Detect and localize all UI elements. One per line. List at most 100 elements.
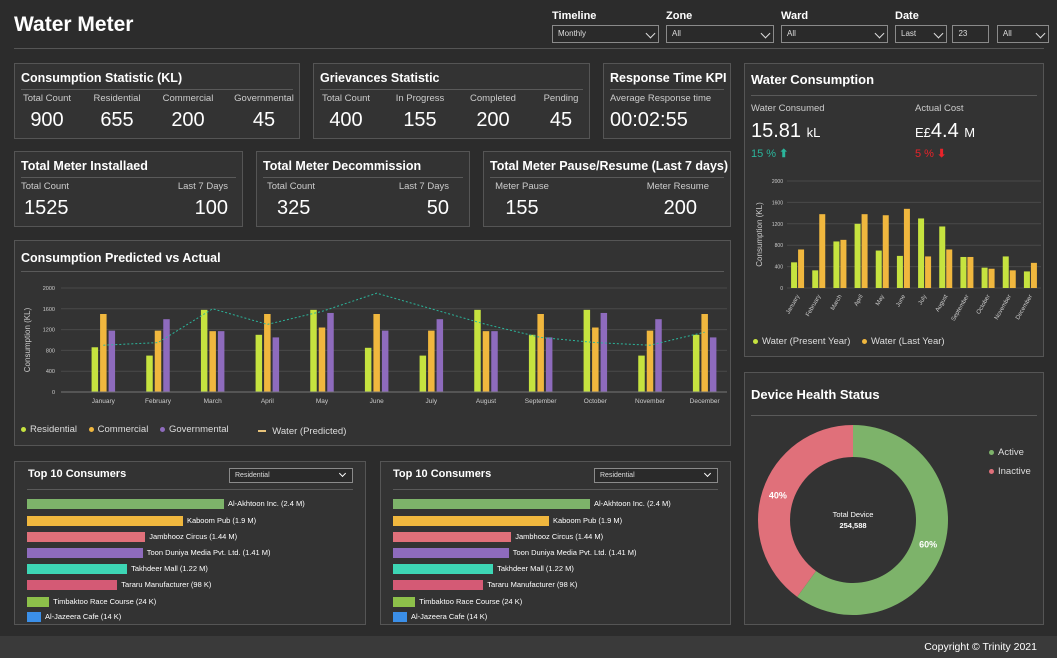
bar-present-year[interactable] [960,256,967,288]
bar-last-year[interactable] [819,214,826,288]
bar-residential[interactable] [583,309,591,392]
bar-commercial[interactable] [209,331,216,392]
bar-commercial[interactable] [373,314,380,392]
date-unit-value: All [1002,29,1012,38]
bar-governmental[interactable] [327,312,334,392]
bar-present-year[interactable] [939,226,946,288]
bar-last-year[interactable] [798,249,805,288]
card-divider [490,177,724,178]
zone-select[interactable]: All [666,25,774,43]
bar-governmental[interactable] [436,319,444,392]
meter-pause-card: Total Meter Pause/Resume (Last 7 days) M… [483,151,731,227]
bar-commercial[interactable] [646,330,654,392]
consumer-bar [393,597,416,607]
bar-governmental[interactable] [217,331,225,392]
bar-residential[interactable] [200,309,208,392]
slice-active[interactable] [797,425,948,615]
bar-governmental[interactable] [108,330,116,392]
actual-cost-change: 5 % ⬇ [915,147,946,160]
bar-residential[interactable] [146,355,153,392]
bar-residential[interactable] [419,355,427,392]
x-tick-label: January [785,294,801,315]
bar-commercial[interactable] [264,314,271,392]
ward-select[interactable]: All [781,25,888,43]
bar-present-year[interactable] [812,270,819,288]
bar-residential[interactable] [638,355,645,392]
bar-present-year[interactable] [1023,271,1030,288]
water-consumption-card: Water Consumption Water Consumed 15.81 k… [744,63,1044,357]
bar-last-year[interactable] [946,249,953,288]
stat-value: 200 [171,109,205,131]
date-count-input[interactable]: 23 [952,25,990,43]
bar-residential[interactable] [364,347,372,392]
bar-commercial[interactable] [592,327,599,392]
bar-last-year[interactable] [1009,270,1016,288]
bar-commercial[interactable] [482,331,490,392]
bar-residential[interactable] [692,334,700,392]
slice-label: 40% [769,491,787,501]
bar-commercial[interactable] [100,314,107,392]
bar-commercial[interactable] [701,314,708,392]
bar-present-year[interactable] [1002,256,1009,288]
y-tick-label: 400 [46,369,55,375]
date-unit-select[interactable]: All [996,25,1049,43]
bar-residential[interactable] [528,334,536,392]
date-period-select[interactable]: Last [895,25,947,43]
consumer-bar [393,499,590,509]
consumer-bar [27,580,118,590]
bar-governmental[interactable] [545,337,553,392]
predicted-vs-actual-card: Consumption Predicted vs Actual 0 400 800 1… [14,240,731,446]
slice-inactive[interactable] [758,425,853,597]
bar-present-year[interactable] [981,267,988,288]
zone-filter: Zone All [666,10,774,43]
y-tick-label: 2000 [43,286,55,292]
bar-governmental[interactable] [163,319,170,392]
bar-present-year[interactable] [833,241,840,288]
bar-commercial[interactable] [537,314,544,392]
bar-present-year[interactable] [854,223,861,288]
stat-value: 655 [100,109,134,131]
bar-governmental[interactable] [381,330,389,392]
bar-residential[interactable] [310,309,317,392]
legend-label: Commercial [97,424,149,435]
consumer-type-select[interactable]: Residential [594,468,718,483]
bar-governmental[interactable] [272,337,280,392]
bar-last-year[interactable] [1030,262,1037,288]
consumer-bar [393,564,494,574]
device-health-donut: 60% 40% Total Device 254,588 [758,425,948,615]
legend-item-present-year: Water (Present Year) [753,336,850,347]
change-value: 5 % [915,148,934,160]
bar-present-year[interactable] [918,218,925,288]
bar-last-year[interactable] [967,256,974,288]
bar-governmental[interactable] [709,337,717,392]
bar-last-year[interactable] [840,239,847,288]
bar-last-year[interactable] [903,208,910,288]
consumer-type-select[interactable]: Residential [229,468,353,483]
bar-last-year[interactable] [861,214,868,288]
bar-governmental[interactable] [655,319,662,392]
consumer-bar [27,597,50,607]
bar-commercial[interactable] [154,330,162,392]
x-tick-label: November [994,294,1013,321]
bar-residential[interactable] [255,334,263,392]
bar-present-year[interactable] [896,255,903,288]
bar-commercial[interactable] [428,330,435,392]
water-consumed-unit: kL [806,125,821,140]
card-title: Total Meter Decommission [263,159,422,173]
bar-last-year[interactable] [882,215,889,288]
top-consumers-card-1: Top 10 Consumers Residential Al-Akhtoon … [14,461,366,625]
timeline-select[interactable]: Monthly [552,25,659,43]
bar-last-year[interactable] [988,268,995,288]
stat-label: Residential [93,93,141,104]
bar-present-year[interactable] [875,250,882,288]
stat-label: Total Count [267,181,316,192]
bar-residential[interactable] [91,347,99,392]
bar-present-year[interactable] [791,262,798,288]
bar-last-year[interactable] [925,256,932,288]
bar-governmental[interactable] [491,331,498,392]
bar-commercial[interactable] [318,327,326,392]
bar-residential[interactable] [474,309,481,392]
bar-governmental[interactable] [600,312,608,392]
device-health-card: Device Health Status 60% 40% Total Device 2… [744,372,1044,625]
